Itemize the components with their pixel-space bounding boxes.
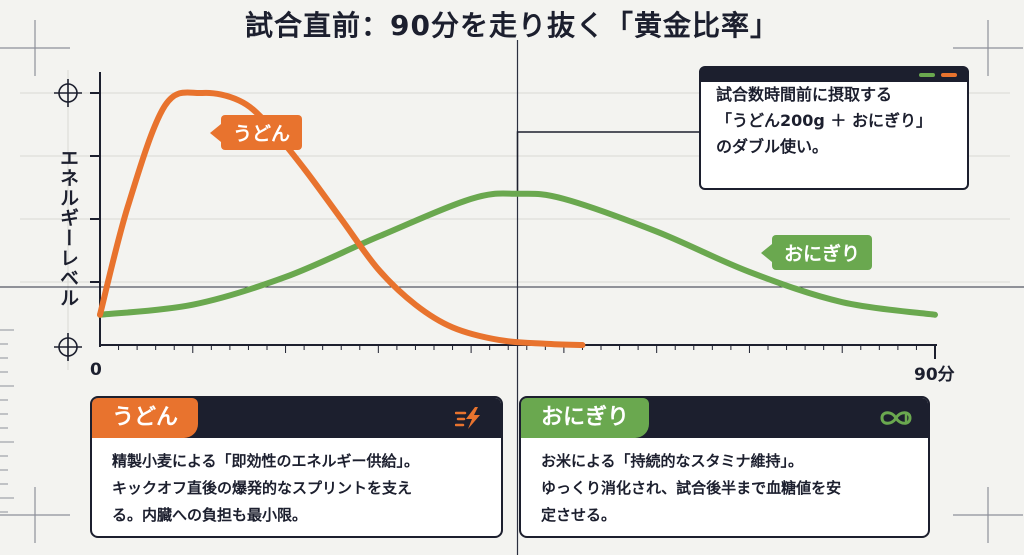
annotation-line: のダブル使い。 [716, 137, 829, 156]
annotation-titlebar [701, 68, 967, 82]
udon-curve-label: うどん [209, 115, 303, 150]
infinity-icon [880, 411, 912, 425]
onigiri-card-title: おにぎり [521, 398, 650, 438]
onigiri-card-text: ゆっくり消化され、試合後半まで血糖値を安 [541, 479, 842, 497]
udon-card-text: キックオフ直後の爆発的なスプリントを支え [112, 479, 413, 497]
onigiri-curve-label: おにぎり [760, 235, 873, 270]
lightning-icon [455, 407, 480, 429]
y-axis-label: エネルギーレベル [57, 148, 79, 308]
annotation-line: 試合数時間前に摂取する [716, 85, 893, 104]
series-line-onigiri [97, 190, 938, 318]
x-tick-label-90: 90分 [914, 365, 955, 385]
series-line-udon [97, 89, 586, 348]
annotation-box: 試合数時間前に摂取する 「うどん200g ＋ おにぎり」 のダブル使い。 [699, 66, 969, 190]
onigiri-card-header: おにぎり [521, 398, 928, 438]
onigiri-card: おにぎり お米による「持続的なスタミナ維持」。 ゆっくり消化され、試合後半まで血… [519, 396, 930, 538]
green-dash-icon [919, 73, 935, 77]
udon-card-header: うどん [92, 398, 501, 438]
page-title: 試合直前：90分を走り抜く「黄金比率」 [245, 9, 779, 42]
onigiri-card-text: お米による「持続的なスタミナ維持」。 [541, 452, 804, 470]
udon-card: うどん 精製小麦による「即効性のエネルギー供給」。 キックオフ直後の爆発的なスプ… [90, 396, 503, 538]
x-tick-label-0: 0 [90, 360, 102, 380]
annotation-line: 「うどん200g ＋ おにぎり」 [716, 111, 932, 130]
onigiri-card-text: 定させる。 [541, 506, 617, 524]
orange-dash-icon [941, 73, 957, 77]
udon-card-text: る。内臓への負担も最小限。 [112, 506, 308, 524]
udon-card-title: うどん [92, 398, 199, 438]
annotation-connector [516, 131, 700, 192]
udon-card-text: 精製小麦による「即効性のエネルギー供給」。 [112, 452, 420, 470]
